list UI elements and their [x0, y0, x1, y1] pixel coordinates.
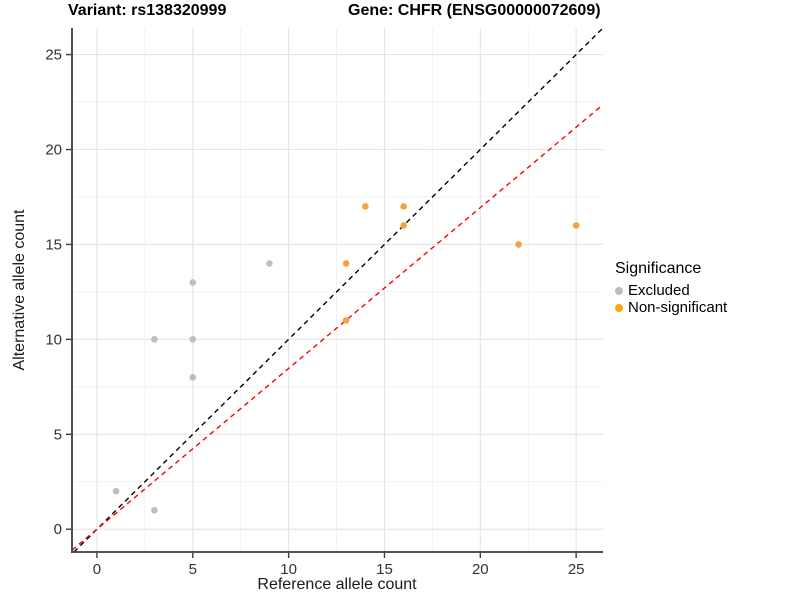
y-tick-label: 25 [45, 47, 62, 64]
data-point-excluded [151, 336, 158, 343]
data-point-non-significant [342, 317, 350, 324]
data-point-non-significant [400, 222, 407, 229]
fit-line [71, 104, 604, 551]
x-tick-label: 25 [568, 561, 585, 578]
y-tick-label: 5 [54, 426, 62, 443]
legend-dot-icon [615, 303, 623, 312]
y-tick-label: 15 [45, 236, 62, 253]
data-point-excluded [266, 260, 273, 267]
legend-title: Significance [615, 260, 702, 277]
plot-title-gene: Gene: CHFR (ENSG00000072609) [348, 2, 601, 19]
x-axis-title: Reference allele count [257, 576, 417, 593]
x-tick-label: 5 [189, 561, 197, 578]
legend-item-label: Non-significant [628, 299, 728, 316]
data-point-excluded [151, 506, 158, 514]
identity-line [73, 27, 604, 553]
data-point-non-significant [342, 260, 350, 267]
plot-title-variant: Variant: rs138320999 [68, 2, 227, 19]
data-point-non-significant [515, 241, 522, 248]
data-point-excluded [189, 279, 197, 286]
x-tick-label: 20 [472, 561, 489, 578]
data-point-excluded [189, 336, 197, 343]
y-tick-label: 10 [45, 331, 62, 348]
legend-item: Excluded [615, 282, 727, 299]
x-tick-label: 10 [280, 561, 297, 578]
data-point-non-significant [361, 203, 369, 210]
legend-dot-icon [615, 286, 623, 295]
y-tick-label: 0 [54, 521, 62, 538]
data-point-excluded [112, 487, 120, 495]
x-tick-label: 15 [376, 561, 393, 578]
y-axis-title: Alternative allele count [11, 209, 28, 371]
x-tick-label: 0 [93, 561, 101, 578]
data-point-non-significant [572, 222, 580, 229]
legend-item-label: Excluded [628, 282, 690, 299]
legend-items: Excluded Non-significant [615, 282, 727, 316]
data-point-non-significant [400, 203, 407, 210]
legend-item: Non-significant [615, 299, 727, 316]
data-point-excluded [189, 374, 197, 381]
y-tick-label: 20 [45, 142, 62, 159]
legend: Significance Excluded Non-significant [615, 260, 727, 316]
